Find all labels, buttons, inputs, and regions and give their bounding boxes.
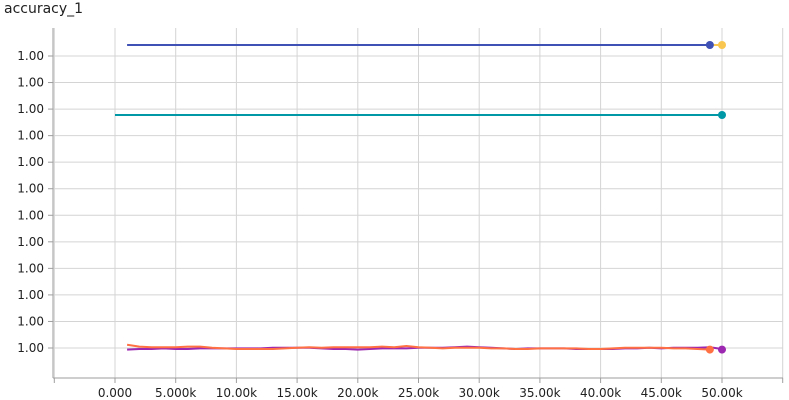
series-end-marker (705, 345, 714, 354)
y-tick-label: 1.00 (17, 235, 44, 249)
y-tick-label: 1.00 (17, 49, 44, 63)
x-tick-label: 20.00k (337, 386, 378, 400)
y-tick-label: 1.00 (17, 288, 44, 302)
x-tick-label: 50.00k (701, 386, 742, 400)
y-tick-label: 1.00 (17, 314, 44, 328)
series-line (126, 343, 710, 351)
series-end-marker (718, 111, 726, 119)
x-tick-label: 10.00k (216, 386, 257, 400)
x-tick-label: 45.00k (641, 386, 682, 400)
y-tick-label: 1.00 (17, 102, 44, 116)
series-end-marker (705, 41, 714, 49)
y-tick-label: 1.00 (17, 208, 44, 222)
y-tick-label: 1.00 (17, 76, 44, 90)
x-tick-label: 5.000k (155, 386, 196, 400)
y-tick-label: 1.00 (17, 341, 44, 355)
x-tick-label: 25.00k (398, 386, 439, 400)
y-tick-label: 1.00 (17, 155, 44, 169)
series-end-marker (718, 41, 726, 49)
y-tick-label: 1.00 (17, 182, 44, 196)
x-tick-label: 40.00k (580, 386, 621, 400)
y-tick-label: 1.00 (17, 129, 44, 143)
series-end-marker (718, 345, 726, 354)
x-tick-label: 35.00k (519, 386, 560, 400)
chart-title: accuracy_1 (4, 1, 84, 17)
y-tick-label: 1.00 (17, 261, 44, 275)
x-tick-label: 0.000 (98, 386, 132, 400)
x-tick-label: 15.00k (276, 386, 317, 400)
x-tick-label: 30.00k (459, 386, 500, 400)
